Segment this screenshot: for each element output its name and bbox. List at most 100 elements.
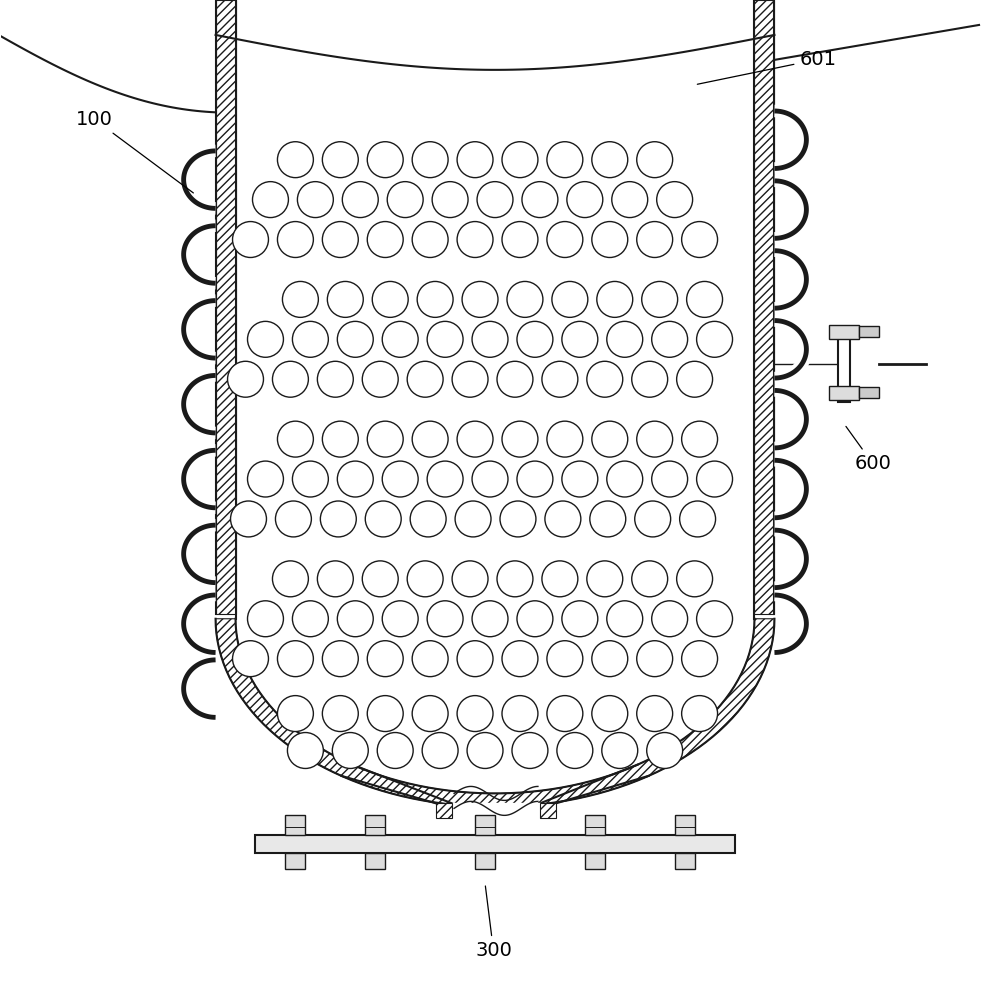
Circle shape <box>562 461 598 497</box>
Polygon shape <box>216 619 774 806</box>
Circle shape <box>457 142 493 178</box>
Circle shape <box>587 361 623 397</box>
Circle shape <box>642 281 678 317</box>
Circle shape <box>317 561 353 597</box>
Circle shape <box>282 281 318 317</box>
Circle shape <box>680 501 716 537</box>
Bar <box>255 835 735 853</box>
Circle shape <box>337 321 373 357</box>
Circle shape <box>462 281 498 317</box>
Circle shape <box>412 222 448 257</box>
Circle shape <box>412 696 448 732</box>
Circle shape <box>647 733 683 768</box>
Circle shape <box>457 696 493 732</box>
Circle shape <box>277 641 313 677</box>
Circle shape <box>452 361 488 397</box>
Circle shape <box>412 421 448 457</box>
Circle shape <box>382 461 418 497</box>
Circle shape <box>277 696 313 732</box>
Circle shape <box>292 601 328 637</box>
Circle shape <box>337 601 373 637</box>
Polygon shape <box>540 803 556 818</box>
Circle shape <box>457 222 493 257</box>
Circle shape <box>542 561 578 597</box>
Bar <box>475 853 495 869</box>
Circle shape <box>497 361 533 397</box>
Circle shape <box>322 421 358 457</box>
Circle shape <box>277 222 313 257</box>
Circle shape <box>517 461 553 497</box>
Bar <box>838 327 850 401</box>
Circle shape <box>542 361 578 397</box>
Polygon shape <box>452 803 540 818</box>
Circle shape <box>590 501 626 537</box>
Circle shape <box>567 182 603 218</box>
Circle shape <box>635 501 671 537</box>
Circle shape <box>502 641 538 677</box>
Circle shape <box>362 561 398 597</box>
Circle shape <box>652 601 688 637</box>
Circle shape <box>637 641 673 677</box>
Circle shape <box>297 182 333 218</box>
Circle shape <box>342 182 378 218</box>
Circle shape <box>637 421 673 457</box>
Circle shape <box>502 696 538 732</box>
Circle shape <box>612 182 648 218</box>
Circle shape <box>367 421 403 457</box>
Circle shape <box>292 321 328 357</box>
Circle shape <box>337 461 373 497</box>
Circle shape <box>562 321 598 357</box>
Circle shape <box>517 321 553 357</box>
Circle shape <box>522 182 558 218</box>
Circle shape <box>632 561 668 597</box>
Circle shape <box>472 321 508 357</box>
Circle shape <box>592 641 628 677</box>
Bar <box>585 853 605 869</box>
Circle shape <box>677 561 713 597</box>
Circle shape <box>277 142 313 178</box>
Circle shape <box>547 696 583 732</box>
Circle shape <box>472 461 508 497</box>
Bar <box>285 853 305 869</box>
Circle shape <box>322 696 358 732</box>
Circle shape <box>592 142 628 178</box>
Circle shape <box>497 561 533 597</box>
Polygon shape <box>436 803 452 818</box>
Bar <box>859 387 879 398</box>
Circle shape <box>231 501 266 537</box>
Polygon shape <box>216 0 236 614</box>
Circle shape <box>502 142 538 178</box>
Circle shape <box>387 182 423 218</box>
Circle shape <box>652 461 688 497</box>
Text: 100: 100 <box>76 110 193 193</box>
Text: 300: 300 <box>475 886 512 960</box>
Circle shape <box>457 421 493 457</box>
Circle shape <box>367 222 403 257</box>
Circle shape <box>327 281 363 317</box>
Circle shape <box>517 601 553 637</box>
Circle shape <box>682 222 718 257</box>
Circle shape <box>248 601 283 637</box>
Circle shape <box>407 361 443 397</box>
Circle shape <box>422 733 458 768</box>
Circle shape <box>372 281 408 317</box>
Circle shape <box>472 601 508 637</box>
Circle shape <box>545 501 581 537</box>
Bar <box>585 815 605 835</box>
Circle shape <box>248 461 283 497</box>
Circle shape <box>455 501 491 537</box>
Circle shape <box>367 641 403 677</box>
Circle shape <box>592 222 628 257</box>
Circle shape <box>233 222 268 257</box>
Circle shape <box>607 321 643 357</box>
Circle shape <box>322 641 358 677</box>
Circle shape <box>557 733 593 768</box>
Circle shape <box>547 142 583 178</box>
Circle shape <box>292 461 328 497</box>
Bar <box>675 853 695 869</box>
Circle shape <box>427 321 463 357</box>
Circle shape <box>272 561 308 597</box>
Circle shape <box>452 561 488 597</box>
Circle shape <box>233 641 268 677</box>
Circle shape <box>287 733 323 768</box>
